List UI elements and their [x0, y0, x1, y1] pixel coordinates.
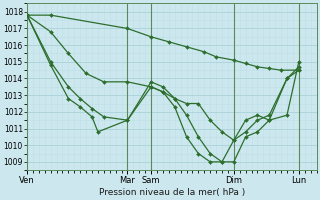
X-axis label: Pression niveau de la mer( hPa ): Pression niveau de la mer( hPa ): [99, 188, 245, 197]
